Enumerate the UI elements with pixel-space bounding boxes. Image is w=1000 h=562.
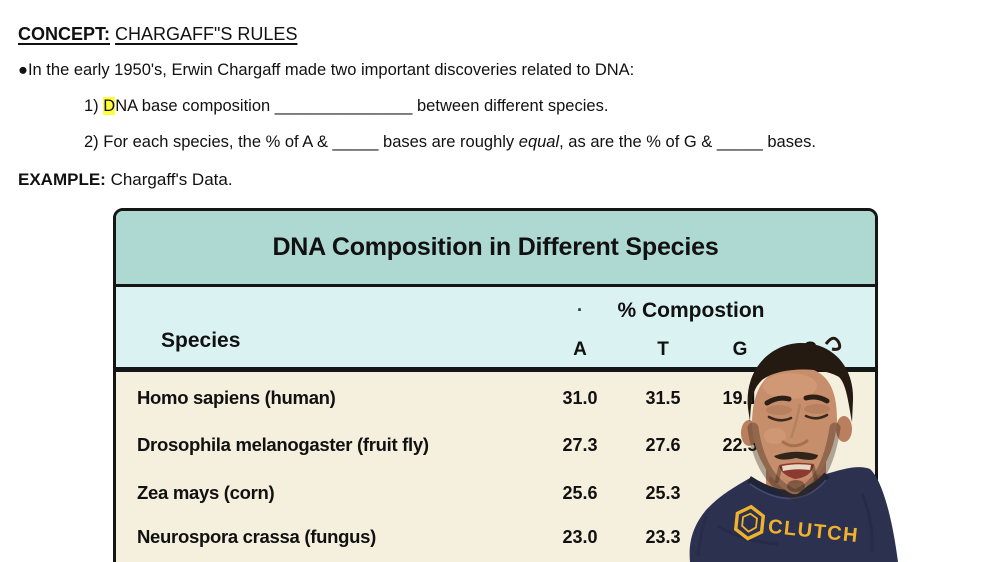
- table-body: Homo sapiens (human) 31.0 31.5 19.1 Dros…: [116, 372, 875, 562]
- species-column-header: Species: [161, 329, 241, 352]
- example-heading: EXAMPLE: Chargaff's Data.: [18, 170, 233, 190]
- example-label: EXAMPLE:: [18, 170, 106, 189]
- value-a: 27.3: [562, 435, 598, 455]
- column-header-a: A: [573, 339, 587, 360]
- stray-mark: .: [577, 295, 583, 315]
- rule-1-text: 1) DNA base composition _______________ …: [84, 97, 608, 116]
- composition-header: % Compostion: [617, 299, 765, 322]
- clutch-logo-hexagon-icon: [733, 504, 766, 541]
- table-title: DNA Composition in Different Species: [116, 211, 875, 287]
- table-row: Neurospora crassa (fungus) 23.0 23.3: [116, 526, 875, 554]
- column-header-g: G: [732, 339, 748, 360]
- table-row: Zea mays (corn) 25.6 25.3: [116, 482, 875, 510]
- presenter-webcam-overlay: CLUTCH: [689, 336, 898, 562]
- rule-1-rest: NA base composition _______________ betw…: [115, 97, 609, 115]
- rule-2-before: 2) For each species, the % of A & _____ …: [84, 133, 519, 151]
- concept-heading: CONCEPT: CHARGAFF"S RULES: [18, 24, 297, 45]
- presenter-hair: [747, 336, 854, 422]
- species-name: Neurospora crassa (fungus): [137, 526, 376, 547]
- column-header-t: T: [657, 339, 669, 360]
- rule-1-prefix: 1): [84, 97, 104, 115]
- value-t: 27.6: [645, 435, 681, 455]
- rule-2-text: 2) For each species, the % of A & _____ …: [84, 133, 816, 152]
- concept-label: CONCEPT:: [18, 24, 111, 44]
- rule-2-italic-word: equal: [518, 133, 560, 151]
- value-t: 25.3: [645, 483, 681, 503]
- intro-bullet-text: ●In the early 1950's, Erwin Chargaff mad…: [18, 61, 635, 79]
- value-t: 23.3: [645, 527, 681, 547]
- concept-title: CHARGAFF"S RULES: [115, 24, 298, 44]
- value-t: 31.5: [645, 388, 681, 408]
- rule-1-highlighted-letter: D: [103, 97, 116, 115]
- example-text: Chargaff's Data.: [105, 170, 233, 189]
- value-a: 25.6: [562, 483, 598, 503]
- species-name: Drosophila melanogaster (fruit fly): [137, 434, 429, 455]
- species-name: Homo sapiens (human): [137, 387, 336, 408]
- presenter-facial-features: [747, 394, 841, 501]
- value-a: 23.0: [562, 527, 598, 547]
- species-name: Zea mays (corn): [137, 482, 275, 503]
- table-header-row: Species . % Compostion A T G C: [116, 287, 875, 372]
- table-row: Homo sapiens (human) 31.0 31.5 19.1: [116, 387, 875, 415]
- rule-2-after: , as are the % of G & _____ bases.: [559, 133, 816, 151]
- value-a: 31.0: [562, 388, 598, 408]
